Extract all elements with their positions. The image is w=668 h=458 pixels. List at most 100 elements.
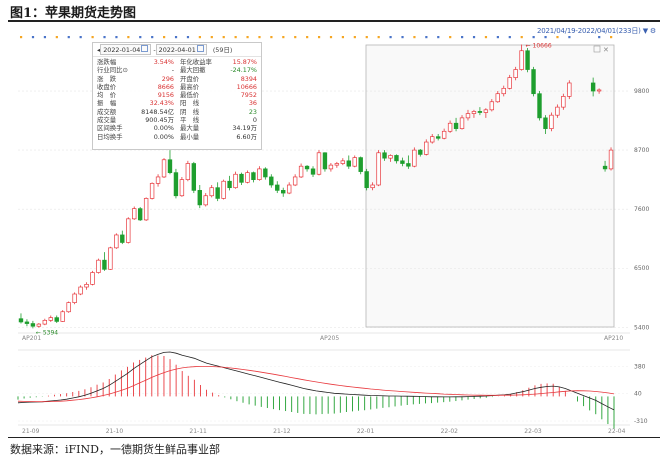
event-dot: [246, 36, 249, 39]
price-tick-label: 8700: [634, 147, 649, 154]
stat-row: 区间换手 0.00%: [97, 124, 174, 132]
stat-label: 成交额: [97, 107, 117, 116]
candle-body: [406, 163, 411, 167]
maximize-icon: [593, 45, 601, 53]
event-dot: [270, 36, 273, 39]
interval-selector[interactable]: ◂ 2022-01-04 - 2022-04-01 (59日): [93, 43, 261, 57]
candle-body: [489, 101, 495, 111]
price-axis: 5400 6500 7600 8700 9800: [634, 88, 649, 331]
candle-body: [596, 89, 602, 92]
stat-label: 阳 线: [180, 99, 200, 108]
candle-body: [483, 109, 489, 113]
start-date-field[interactable]: 2022-01-04: [100, 44, 152, 55]
candle-body: [525, 50, 530, 70]
day-count: (59日): [212, 46, 233, 54]
event-dot: [31, 36, 35, 39]
candle-body: [36, 323, 42, 327]
candle-body: [96, 259, 101, 273]
macd-date-label: 22-04: [608, 428, 626, 435]
candle-body: [191, 163, 197, 191]
event-dot: [341, 36, 345, 39]
candle-body: [388, 155, 393, 159]
candle-body: [221, 180, 226, 199]
candle-body: [412, 149, 417, 167]
gear-icon[interactable]: ⚙: [649, 27, 656, 35]
event-dot: [437, 36, 440, 39]
candle-body: [30, 323, 36, 327]
candle-body: [42, 319, 48, 325]
stat-row: 平 线 0: [180, 116, 257, 124]
candle-body: [173, 172, 179, 197]
stat-row: 年化收益率 15.87%: [180, 58, 257, 66]
candle-body: [394, 155, 399, 162]
candle-body: [185, 163, 191, 180]
selection-range[interactable]: ✕: [365, 44, 615, 328]
candle-body: [60, 311, 65, 322]
candle-body: [54, 317, 59, 322]
dropdown-triangle-icon[interactable]: ▼: [642, 27, 648, 35]
candle-body: [310, 168, 316, 175]
macd-tick-label: -310: [634, 418, 648, 425]
top-rule: [8, 20, 660, 22]
stat-row: 涨 跌 296: [97, 75, 174, 83]
candle-body: [90, 272, 95, 285]
stat-value: 296: [161, 74, 174, 83]
candle-body: [108, 247, 113, 270]
event-dot: [91, 36, 94, 39]
event-dot: [174, 36, 178, 39]
stat-value: 0.00%: [153, 124, 174, 133]
candle-body: [251, 172, 256, 180]
stat-label: 振 幅: [97, 99, 117, 108]
price-tick-label: 6500: [634, 265, 649, 272]
candle-body: [126, 218, 131, 243]
candle-body: [424, 141, 429, 155]
price-tick-label: 9800: [634, 88, 649, 95]
end-date-field[interactable]: 2022-04-01: [155, 44, 207, 55]
low-price-label: ← 5394: [36, 329, 58, 336]
macd-dea-line: [17, 366, 615, 403]
stat-label: 成交量: [97, 116, 117, 125]
candle-body: [400, 160, 405, 164]
candlesticks[interactable]: [18, 44, 614, 329]
collapse-arrow-icon[interactable]: ◂: [97, 45, 101, 54]
stat-row: 成交额 8148.54亿: [97, 108, 174, 116]
calendar-icon[interactable]: [196, 45, 204, 52]
candle-body: [322, 152, 328, 170]
stat-label: 最小量: [180, 132, 200, 141]
macd-tick-label: 380: [634, 363, 646, 370]
candle-body: [465, 113, 471, 119]
candle-body: [519, 50, 524, 70]
stats-column-right: 年化收益率 15.87% 最大回撤 -24.17% 开盘价 8394 最高价 10666 最低价…: [180, 58, 257, 141]
event-dot: [425, 36, 428, 39]
stat-label: 开盘价: [180, 74, 200, 83]
stat-row: 成交量 900.45万: [97, 116, 174, 124]
event-dot: [598, 36, 601, 39]
candle-body: [602, 165, 608, 170]
stat-value: 32.43%: [149, 99, 174, 108]
stat-label: 日均换手: [97, 132, 123, 141]
contract-label: AP210: [604, 335, 623, 342]
date-range-label[interactable]: 2021/04/19-2022/04/01(233日) ▼ ⚙: [537, 27, 656, 35]
candle-body: [281, 190, 286, 194]
price-annotations: ← 10666 ← 5394: [36, 43, 552, 337]
event-markers[interactable]: [19, 36, 613, 39]
candle-body: [72, 293, 77, 303]
event-dot: [151, 36, 154, 39]
candle-body: [179, 179, 185, 197]
candle-body: [501, 87, 506, 95]
event-dot: [282, 36, 285, 39]
candle-body: [513, 69, 518, 78]
candle-body: [561, 96, 566, 108]
event-dot: [103, 36, 106, 39]
candle-body: [507, 77, 512, 89]
candle-body: [263, 168, 268, 178]
event-dot: [568, 36, 571, 39]
calendar-icon[interactable]: [141, 45, 149, 52]
macd-panel[interactable]: 380 40 -310 21-09 21-10 21-11 21-12 22-01 22-02 2…: [17, 349, 648, 435]
candle-body: [215, 187, 220, 199]
candle-body: [239, 173, 244, 183]
event-dot: [198, 36, 201, 39]
stat-value: 0: [252, 116, 257, 125]
candle-body: [143, 198, 149, 221]
